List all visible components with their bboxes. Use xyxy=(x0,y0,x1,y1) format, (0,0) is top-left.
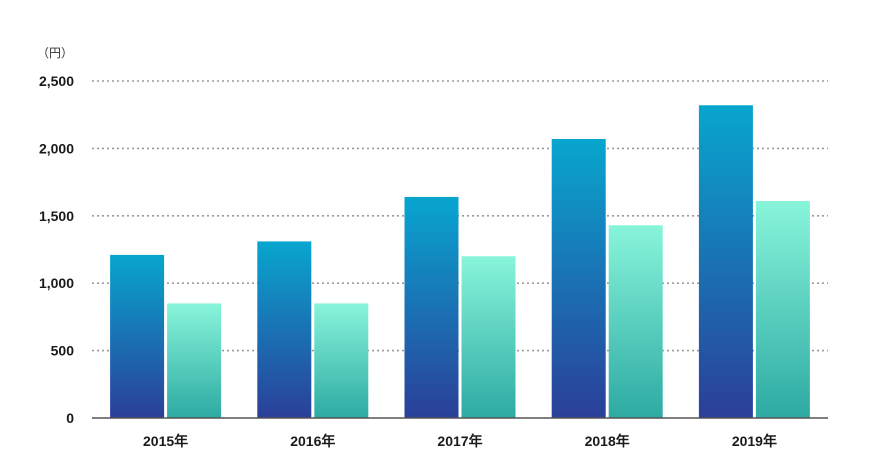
bar-2017年-series-1 xyxy=(404,196,459,418)
y-tick-label: 1,000 xyxy=(39,275,74,291)
bar-2018年-series-1 xyxy=(551,138,606,419)
bar-2017年-series-2 xyxy=(461,256,516,418)
bar-2016年-series-2 xyxy=(314,303,369,418)
y-tick-label: 2,500 xyxy=(39,73,74,89)
bars xyxy=(110,105,810,419)
x-tick-label: 2015年 xyxy=(143,433,188,449)
bar-2015年-series-1 xyxy=(110,254,165,418)
x-tick-label: 2017年 xyxy=(437,433,482,449)
y-axis-unit-label: （円） xyxy=(37,46,73,60)
y-tick-label: 2,000 xyxy=(39,140,74,156)
bar-2019年-series-2 xyxy=(755,200,810,418)
x-tick-label: 2019年 xyxy=(732,433,777,449)
y-tick-label: 0 xyxy=(66,410,74,426)
x-tick-labels: 2015年 2016年 2017年 2018年 2019年 xyxy=(143,433,777,449)
bar-2015年-series-2 xyxy=(167,303,222,418)
bar-2019年-series-1 xyxy=(698,105,753,418)
x-tick-label: 2016年 xyxy=(290,433,335,449)
y-tick-labels: 0 500 1,000 1,500 2,000 2,500 xyxy=(39,73,74,426)
y-tick-label: 500 xyxy=(51,343,75,359)
y-tick-label: 1,500 xyxy=(39,208,74,224)
bar-2018年-series-2 xyxy=(608,225,663,418)
x-tick-label: 2018年 xyxy=(585,433,630,449)
bar-2016年-series-1 xyxy=(257,241,312,418)
